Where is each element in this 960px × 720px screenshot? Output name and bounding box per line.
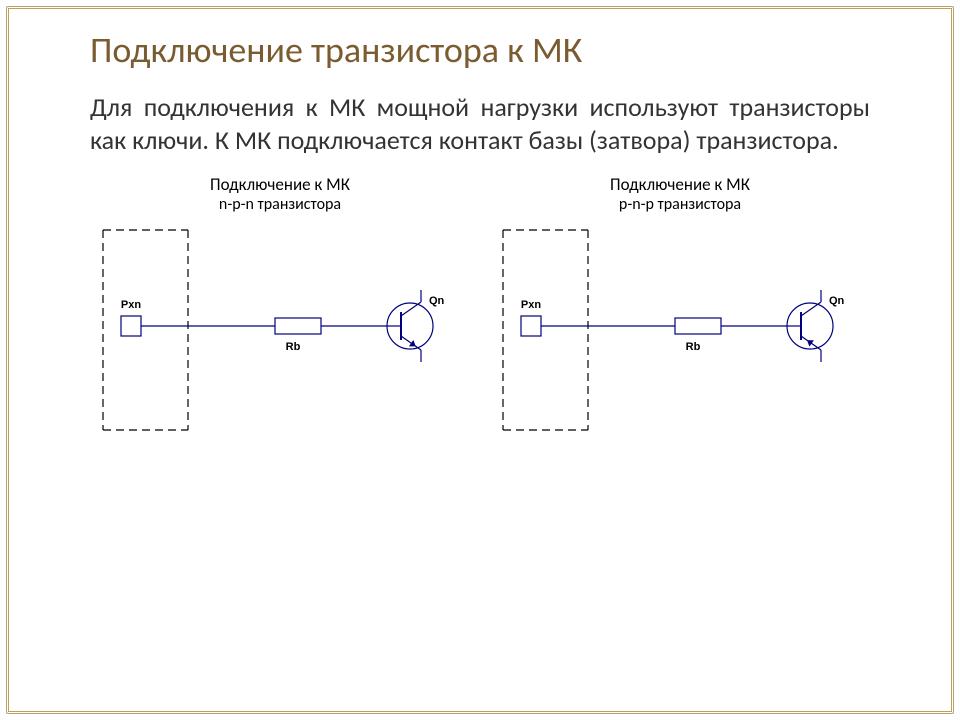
svg-text:Rb: Rb xyxy=(686,341,701,353)
diagram-right-svg: Pxn Rb Qn xyxy=(495,220,865,440)
diagram-left-caption-1: Подключение к МК xyxy=(90,174,470,195)
slide-body-text: Для подключения к МК мощной нагрузки исп… xyxy=(90,91,870,156)
diagrams-row: Подключение к МК n-p-n транзистора Pxn Rb… xyxy=(90,174,870,440)
diagram-left: Подключение к МК n-p-n транзистора Pxn Rb… xyxy=(90,174,470,440)
svg-text:Pxn: Pxn xyxy=(521,299,541,311)
slide-content: Подключение транзистора к МК Для подключ… xyxy=(0,0,960,460)
diagram-left-svg: Pxn Rb Qn xyxy=(95,220,465,440)
diagram-left-caption-2: n-p-n транзистора xyxy=(90,195,470,214)
slide-title: Подключение транзистора к МК xyxy=(90,30,870,71)
svg-text:Pxn: Pxn xyxy=(121,299,141,311)
svg-text:Qn: Qn xyxy=(429,295,445,307)
diagram-right-caption-2: p-n-p транзистора xyxy=(490,195,870,214)
svg-text:Rb: Rb xyxy=(286,341,301,353)
svg-text:Qn: Qn xyxy=(829,295,845,307)
diagram-right-caption-1: Подключение к МК xyxy=(490,174,870,195)
diagram-right: Подключение к МК p-n-p транзистора Pxn Rb… xyxy=(490,174,870,440)
